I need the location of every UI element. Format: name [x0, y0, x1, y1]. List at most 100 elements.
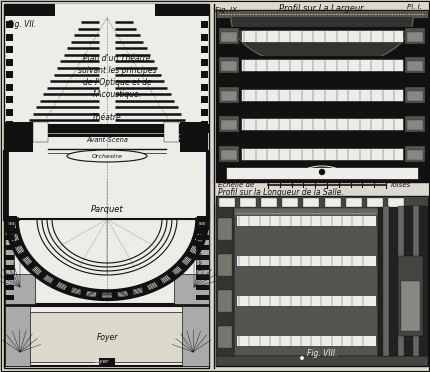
- Bar: [219, 27, 425, 30]
- Bar: [111, 290, 118, 299]
- Bar: [241, 148, 403, 160]
- Bar: [196, 225, 209, 230]
- Bar: [219, 145, 239, 161]
- Bar: [405, 28, 425, 44]
- Bar: [5, 139, 33, 142]
- Bar: [196, 255, 209, 260]
- Bar: [185, 250, 196, 260]
- Text: Pl. I.: Pl. I.: [407, 4, 422, 10]
- Bar: [5, 245, 14, 250]
- Bar: [216, 10, 428, 182]
- Bar: [398, 206, 404, 356]
- Bar: [218, 198, 235, 207]
- Bar: [196, 245, 209, 250]
- Bar: [6, 46, 13, 53]
- Text: de l'Optique et de: de l'Optique et de: [83, 78, 151, 87]
- Bar: [4, 4, 209, 368]
- Bar: [196, 275, 209, 280]
- Bar: [218, 290, 232, 312]
- Bar: [201, 58, 208, 65]
- Bar: [180, 146, 208, 152]
- Bar: [219, 145, 425, 148]
- Bar: [196, 285, 209, 290]
- Bar: [201, 109, 208, 115]
- Bar: [201, 71, 208, 78]
- Bar: [5, 285, 14, 290]
- Bar: [241, 89, 403, 101]
- Bar: [201, 21, 208, 28]
- Bar: [216, 10, 428, 18]
- Bar: [6, 121, 13, 128]
- Bar: [216, 206, 234, 356]
- Ellipse shape: [67, 150, 147, 162]
- Bar: [201, 46, 208, 53]
- Bar: [398, 256, 423, 336]
- Bar: [196, 295, 209, 300]
- Bar: [221, 91, 237, 101]
- Bar: [6, 96, 13, 103]
- Bar: [180, 122, 208, 152]
- Text: Théatre: Théatre: [92, 112, 122, 122]
- Bar: [221, 32, 237, 42]
- Text: Foyer: Foyer: [96, 334, 118, 343]
- Polygon shape: [231, 18, 413, 68]
- Bar: [282, 198, 298, 207]
- Bar: [241, 30, 403, 42]
- Bar: [5, 135, 33, 138]
- Bar: [216, 196, 428, 208]
- Bar: [407, 61, 423, 71]
- Bar: [383, 206, 389, 356]
- Text: Corridor: Corridor: [199, 250, 203, 270]
- Bar: [141, 283, 150, 294]
- Bar: [221, 61, 237, 71]
- Bar: [234, 208, 378, 218]
- Bar: [5, 219, 14, 304]
- Bar: [261, 198, 277, 207]
- Bar: [367, 198, 383, 207]
- Bar: [166, 270, 177, 280]
- Text: Parquet: Parquet: [91, 205, 123, 214]
- Bar: [154, 277, 164, 288]
- Text: Profil sur La Largeur.: Profil sur La Largeur.: [279, 4, 365, 13]
- Bar: [5, 255, 14, 260]
- Bar: [201, 83, 208, 90]
- Bar: [33, 129, 179, 132]
- Bar: [201, 121, 208, 128]
- Text: suivant les principes: suivant les principes: [78, 66, 157, 75]
- Text: Orchestre: Orchestre: [92, 154, 123, 158]
- Bar: [407, 120, 423, 130]
- Bar: [192, 239, 202, 248]
- Bar: [33, 122, 48, 142]
- Bar: [64, 283, 74, 294]
- Text: Toises: Toises: [390, 182, 411, 188]
- Bar: [50, 277, 60, 288]
- Bar: [5, 306, 209, 366]
- Bar: [5, 146, 33, 152]
- Bar: [241, 60, 403, 71]
- Bar: [5, 235, 14, 240]
- Bar: [219, 115, 425, 118]
- Bar: [219, 28, 239, 44]
- Bar: [236, 295, 376, 306]
- Bar: [236, 335, 376, 346]
- Bar: [196, 219, 209, 304]
- Bar: [5, 219, 209, 304]
- Bar: [201, 33, 208, 41]
- Bar: [226, 167, 418, 179]
- Bar: [221, 120, 237, 130]
- Bar: [236, 255, 376, 266]
- Bar: [6, 109, 13, 115]
- Bar: [219, 86, 425, 89]
- Bar: [241, 118, 403, 130]
- Bar: [80, 288, 88, 298]
- Bar: [18, 250, 29, 260]
- Bar: [179, 131, 207, 134]
- Bar: [221, 150, 237, 160]
- Bar: [196, 265, 209, 270]
- Bar: [179, 135, 207, 138]
- Bar: [234, 208, 378, 356]
- Bar: [164, 122, 179, 142]
- Bar: [15, 312, 198, 362]
- Bar: [218, 326, 232, 348]
- Circle shape: [300, 356, 304, 360]
